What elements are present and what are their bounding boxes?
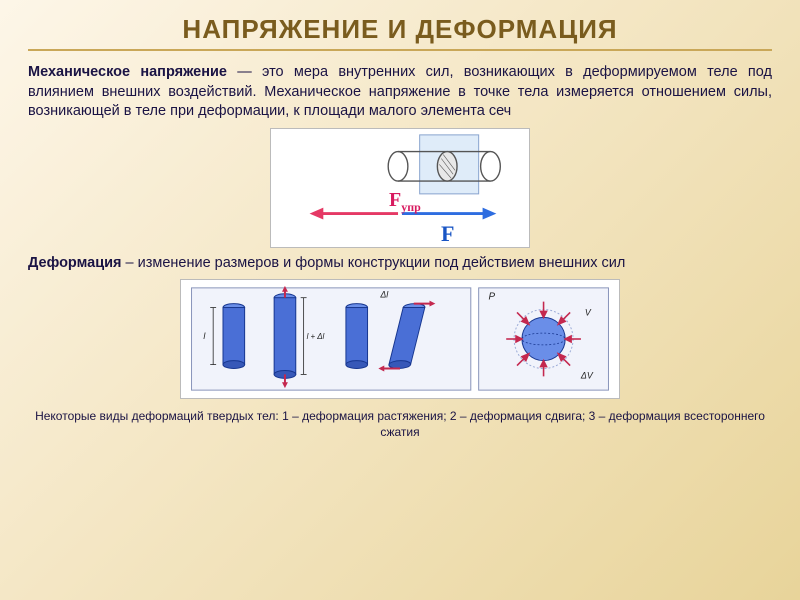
para2-text: – изменение размеров и формы конструкции…	[121, 255, 625, 271]
svg-text:ΔV: ΔV	[580, 371, 594, 381]
deformation-types-diagram: l l + Δl	[180, 279, 620, 399]
stress-diagram: Fупр F	[270, 128, 530, 248]
diagram-caption: Некоторые виды деформаций твердых тел: 1…	[28, 409, 772, 440]
svg-text:Δl: Δl	[379, 290, 389, 300]
term-deformation: Деформация	[28, 255, 121, 271]
paragraph-1: Механическое напряжение — это мера внутр…	[28, 63, 772, 122]
svg-text:P: P	[489, 292, 496, 303]
svg-text:l + Δl: l + Δl	[307, 332, 325, 341]
label-f-upr: Fупр	[389, 189, 421, 215]
label-f: F	[441, 221, 454, 247]
term-stress: Механическое напряжение	[28, 64, 227, 80]
title-underline	[28, 49, 772, 51]
slide-title: Напряжение и деформация	[28, 14, 772, 45]
paragraph-2: Деформация – изменение размеров и формы …	[28, 254, 772, 274]
